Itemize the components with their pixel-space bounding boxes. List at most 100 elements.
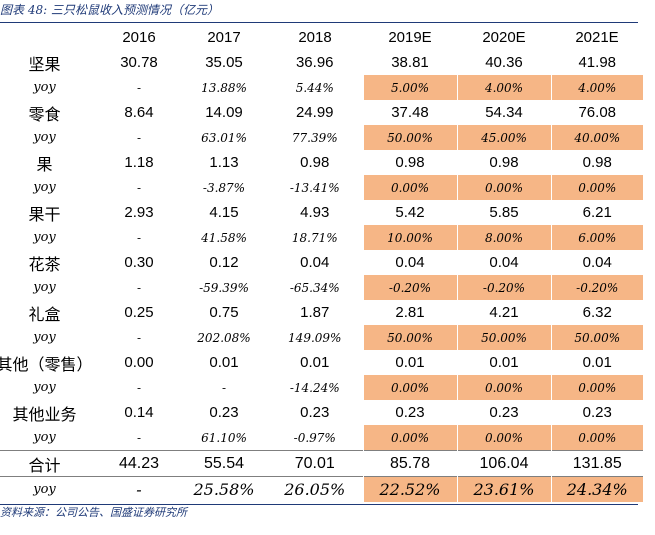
growth-label: yoy [33,130,56,145]
historical-cell: 1.18 [124,154,154,171]
historical-cell: -13.41% [289,180,340,195]
historical-cell: 44.23 [97,450,181,477]
growth-row: yoy - 41.58% 18.71% 10.00% 8.00% 6.00% [0,225,643,250]
segment-label: 花茶 [28,254,61,274]
segment-row: 果干 2.93 4.15 4.93 5.42 5.85 6.21 [0,200,643,225]
forecast-cell: 37.48 [362,100,457,125]
historical-cell: 202.08% [197,330,251,345]
historical-cell: 70.01 [267,450,363,477]
forecast-cell: 0.00% [550,175,643,200]
forecast-cell: -0.20% [362,275,457,300]
forecast-cell: 0.00% [456,375,551,400]
historical-cell: - [97,476,181,502]
historical-cell: 18.71% [291,230,338,245]
historical-cell: 0.12 [209,254,239,271]
forecast-cell: 0.00% [362,175,457,200]
header-cell: 2020E [482,29,526,46]
forecast-cell: 0.98 [456,150,551,175]
historical-cell: 1.87 [300,304,330,321]
historical-cell: 14.09 [205,104,243,121]
revenue-forecast-table: 2016 2017 2018 2019E 2020E 2021E 坚果 30.78… [0,25,643,502]
historical-cell: -65.34% [289,280,340,295]
forecast-cell: 22.52% [362,476,457,502]
historical-cell: 13.88% [201,80,247,95]
historical-cell: - [136,230,142,245]
forecast-cell: 0.01 [550,350,643,375]
growth-row: yoy -25.58% 26.05% 22.52% 23.61% 24.34% [0,476,643,502]
header-cell: 2016 [122,29,156,46]
table-body: 2016 2017 2018 2019E 2020E 2021E 坚果 30.78… [0,25,643,502]
forecast-cell: 6.21 [550,200,643,225]
historical-cell: 0.98 [300,154,330,171]
forecast-cell: 50.00% [362,325,457,350]
historical-cell: 0.01 [300,354,330,371]
historical-cell: 8.64 [124,104,154,121]
historical-cell: 25.58% [181,476,267,502]
historical-cell: 149.09% [288,330,342,345]
growth-label: yoy [33,80,56,95]
forecast-cell: 50.00% [362,125,457,150]
forecast-cell: 0.04 [456,250,551,275]
forecast-cell: 50.00% [456,325,551,350]
segment-row: 礼盒 0.25 0.75 1.87 2.81 4.21 6.32 [0,300,643,325]
forecast-cell: 4.21 [456,300,551,325]
historical-cell: - [136,80,142,95]
forecast-cell: 0.01 [456,350,551,375]
forecast-cell: 0.04 [550,250,643,275]
forecast-cell: 0.00% [550,375,643,400]
forecast-cell: 40.36 [456,50,551,75]
segment-label: 果干 [28,204,61,224]
historical-cell: 30.78 [120,54,158,71]
historical-cell: 61.10% [201,430,247,445]
historical-cell: - [221,380,227,395]
historical-cell: 0.25 [124,304,154,321]
historical-cell: -14.24% [289,380,340,395]
forecast-cell: 0.23 [362,400,457,425]
growth-label: yoy [33,330,56,345]
forecast-cell: 4.00% [456,75,551,100]
historical-cell: 36.96 [295,54,334,71]
segment-row: 坚果 30.78 35.05 36.96 38.81 40.36 41.98 [0,50,643,75]
forecast-cell: 6.32 [550,300,643,325]
source-note: 资料来源：公司公告、国盛证券研究所 [0,506,187,519]
forecast-cell: 38.81 [362,50,457,75]
header-cell [0,25,97,50]
forecast-cell: 41.98 [550,50,643,75]
forecast-cell: 0.00% [456,425,551,451]
growth-label: yoy [33,230,56,245]
growth-row: yoy - - -14.24% 0.00% 0.00% 0.00% [0,375,643,400]
forecast-cell: 106.04 [456,450,551,477]
historical-cell: 2.93 [124,204,154,221]
historical-cell: 0.01 [209,354,239,371]
forecast-cell: 0.00% [456,175,551,200]
forecast-cell: 76.08 [550,100,643,125]
forecast-cell: 10.00% [362,225,457,250]
historical-cell: 0.14 [124,404,154,421]
segment-row: 果 1.18 1.13 0.98 0.98 0.98 0.98 [0,150,643,175]
growth-label: yoy [33,380,56,395]
forecast-cell: 0.01 [362,350,457,375]
historical-cell: -3.87% [202,180,246,195]
forecast-cell: 8.00% [456,225,551,250]
segment-row: 其他业务 0.14 0.23 0.23 0.23 0.23 0.23 [0,400,643,425]
segment-label: 零食 [28,104,61,124]
historical-cell: 0.23 [209,404,239,421]
historical-cell: 35.05 [205,54,243,71]
historical-cell: 0.04 [300,254,330,271]
forecast-cell: -0.20% [456,275,551,300]
historical-cell: 41.58% [201,230,247,245]
forecast-cell: 0.98 [362,150,457,175]
historical-cell: 63.01% [201,130,247,145]
forecast-cell: 54.34 [456,100,551,125]
segment-label: 坚果 [28,54,61,74]
forecast-cell: 45.00% [456,125,551,150]
historical-cell: 55.54 [181,450,267,477]
forecast-cell: 40.00% [550,125,643,150]
forecast-cell: 4.00% [550,75,643,100]
growth-label: yoy [0,476,97,502]
forecast-cell: 131.85 [550,450,643,477]
forecast-cell: 50.00% [550,325,643,350]
forecast-cell: 2.81 [362,300,457,325]
historical-cell: -59.39% [199,280,249,295]
historical-cell: 4.93 [300,204,330,221]
